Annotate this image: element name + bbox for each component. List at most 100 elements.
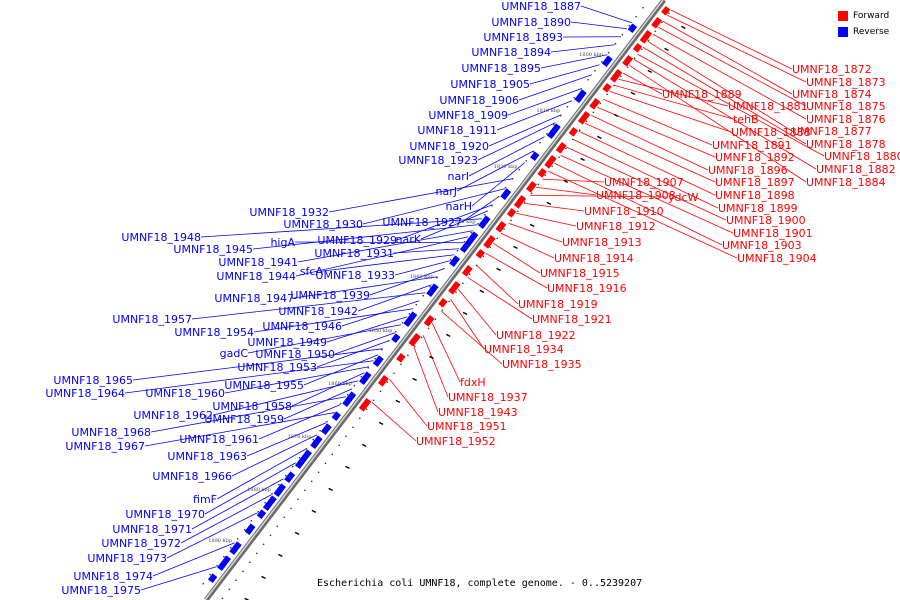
- gene-label[interactable]: UMNF18_1958: [212, 400, 292, 413]
- gene-label[interactable]: UMNF18_1874: [792, 88, 872, 101]
- reverse-gene-feature[interactable]: [546, 123, 561, 139]
- forward-gene-feature[interactable]: [506, 208, 517, 218]
- gene-label[interactable]: UMNF18_1875: [806, 100, 886, 113]
- gene-label[interactable]: UMNF18_1878: [806, 138, 886, 151]
- gene-label[interactable]: UMNF18_1945: [173, 243, 253, 256]
- forward-gene-feature[interactable]: [377, 375, 389, 387]
- gene-label[interactable]: UMNF18_1876: [806, 113, 886, 126]
- gene-label[interactable]: UMNF18_1921: [532, 313, 612, 326]
- gene-label[interactable]: UMNF18_1907: [604, 176, 684, 189]
- gene-label[interactable]: UMNF18_1943: [438, 406, 518, 419]
- forward-gene-feature[interactable]: [525, 181, 537, 193]
- reverse-gene-feature[interactable]: [574, 89, 587, 103]
- gene-label[interactable]: UMNF18_1949: [247, 336, 327, 349]
- gene-label[interactable]: UMNF18_1872: [792, 63, 872, 76]
- forward-gene-feature[interactable]: [495, 221, 507, 233]
- reverse-gene-feature[interactable]: [391, 333, 401, 343]
- gene-label[interactable]: fdxH: [460, 376, 486, 389]
- gene-label[interactable]: UMNF18_1882: [816, 163, 896, 176]
- gene-label[interactable]: UMNF18_1970: [125, 508, 205, 521]
- gene-label[interactable]: UMNF18_1892: [715, 151, 795, 164]
- gene-label[interactable]: ydcW: [668, 191, 699, 204]
- gene-label[interactable]: UMNF18_1955: [224, 379, 304, 392]
- forward-gene-feature[interactable]: [448, 281, 461, 295]
- gene-label[interactable]: UMNF18_1953: [237, 361, 317, 374]
- gene-label[interactable]: UMNF18_1890: [491, 16, 571, 29]
- gene-label[interactable]: UMNF18_1941: [218, 256, 298, 269]
- gene-label[interactable]: UMNF18_1961: [179, 433, 259, 446]
- gene-label[interactable]: UMNF18_1972: [101, 537, 181, 550]
- gene-label[interactable]: UMNF18_1891: [712, 139, 792, 152]
- gene-label[interactable]: UMNF18_1973: [87, 552, 167, 565]
- gene-label[interactable]: UMNF18_1893: [483, 31, 563, 44]
- forward-gene-feature[interactable]: [408, 333, 421, 347]
- gene-label[interactable]: UMNF18_1923: [398, 154, 478, 167]
- gene-label[interactable]: narJ: [436, 185, 457, 198]
- reverse-gene-feature[interactable]: [403, 311, 418, 327]
- gene-label[interactable]: UMNF18_1889: [662, 88, 742, 101]
- gene-label[interactable]: UMNF18_1974: [73, 570, 153, 583]
- gene-label[interactable]: UMNF18_1932: [249, 206, 329, 219]
- reverse-gene-feature[interactable]: [426, 283, 439, 297]
- gene-label[interactable]: sfcA: [300, 265, 324, 278]
- reverse-gene-feature[interactable]: [256, 509, 267, 519]
- gene-label[interactable]: UMNF18_1888: [731, 126, 811, 139]
- gene-label[interactable]: UMNF18_1898: [715, 189, 795, 202]
- gene-label[interactable]: UMNF18_1971: [112, 523, 192, 536]
- gene-label[interactable]: UMNF18_1959: [204, 413, 284, 426]
- gene-label[interactable]: UMNF18_1895: [461, 62, 541, 75]
- reverse-gene-feature[interactable]: [464, 231, 479, 247]
- gene-label[interactable]: UMNF18_1910: [584, 205, 664, 218]
- reverse-gene-feature[interactable]: [284, 471, 296, 483]
- forward-gene-feature[interactable]: [537, 168, 547, 178]
- forward-gene-feature[interactable]: [639, 30, 653, 44]
- reverse-gene-feature[interactable]: [244, 523, 256, 535]
- reverse-gene-feature[interactable]: [372, 355, 384, 367]
- forward-gene-feature[interactable]: [483, 235, 496, 249]
- gene-label[interactable]: UMNF18_1881: [728, 100, 808, 113]
- gene-label[interactable]: UMNF18_1909: [428, 109, 508, 122]
- gene-label[interactable]: UMNF18_1964: [45, 387, 125, 400]
- reverse-gene-feature[interactable]: [331, 411, 341, 421]
- gene-label[interactable]: UMNF18_1899: [718, 202, 798, 215]
- reverse-gene-feature[interactable]: [459, 243, 470, 253]
- forward-gene-feature[interactable]: [602, 83, 612, 93]
- gene-label[interactable]: fimF: [193, 493, 217, 506]
- gene-label[interactable]: UMNF18_1880: [824, 150, 900, 163]
- forward-gene-feature[interactable]: [513, 195, 527, 209]
- gene-label[interactable]: UMNF18_1916: [547, 282, 627, 295]
- gene-label[interactable]: UMNF18_1922: [496, 329, 576, 342]
- reverse-gene-feature[interactable]: [530, 151, 540, 161]
- reverse-gene-feature[interactable]: [601, 55, 613, 67]
- gene-label[interactable]: UMNF18_1894: [471, 46, 551, 59]
- gene-label[interactable]: UMNF18_1946: [262, 320, 342, 333]
- gene-label[interactable]: UMNF18_1927: [382, 216, 462, 229]
- gene-label[interactable]: UMNF18_1944: [216, 270, 296, 283]
- gene-label[interactable]: UMNF18_1929: [317, 234, 397, 247]
- reverse-gene-feature[interactable]: [294, 459, 305, 469]
- gene-label[interactable]: UMNF18_1952: [416, 435, 496, 448]
- gene-label[interactable]: UMNF18_1919: [518, 298, 598, 311]
- reverse-gene-feature[interactable]: [478, 215, 491, 229]
- reverse-gene-feature[interactable]: [229, 541, 242, 555]
- gene-label[interactable]: UMNF18_1905: [450, 78, 530, 91]
- gene-label[interactable]: higA: [270, 236, 295, 249]
- gene-label[interactable]: UMNF18_1901: [733, 227, 813, 240]
- gene-label[interactable]: UMNF18_1968: [71, 426, 151, 439]
- gene-label[interactable]: UMNF18_1975: [61, 584, 141, 597]
- forward-gene-feature[interactable]: [396, 353, 406, 363]
- reverse-gene-feature[interactable]: [262, 495, 277, 511]
- gene-label[interactable]: UMNF18_1935: [502, 358, 582, 371]
- reverse-gene-feature[interactable]: [310, 435, 323, 449]
- gene-label[interactable]: UMNF18_1908: [596, 189, 676, 202]
- gene-label[interactable]: UMNF18_1942: [278, 305, 358, 318]
- gene-label[interactable]: UMNF18_1948: [121, 231, 201, 244]
- forward-gene-feature[interactable]: [358, 398, 372, 412]
- gene-label[interactable]: UMNF18_1903: [722, 239, 802, 252]
- gene-label[interactable]: UMNF18_1920: [409, 140, 489, 153]
- reverse-gene-feature[interactable]: [273, 483, 286, 497]
- gene-label[interactable]: gadC: [220, 347, 249, 360]
- gene-label[interactable]: UMNF18_1965: [53, 374, 133, 387]
- gene-label[interactable]: UMNF18_1911: [417, 124, 497, 137]
- gene-label[interactable]: UMNF18_1957: [112, 313, 192, 326]
